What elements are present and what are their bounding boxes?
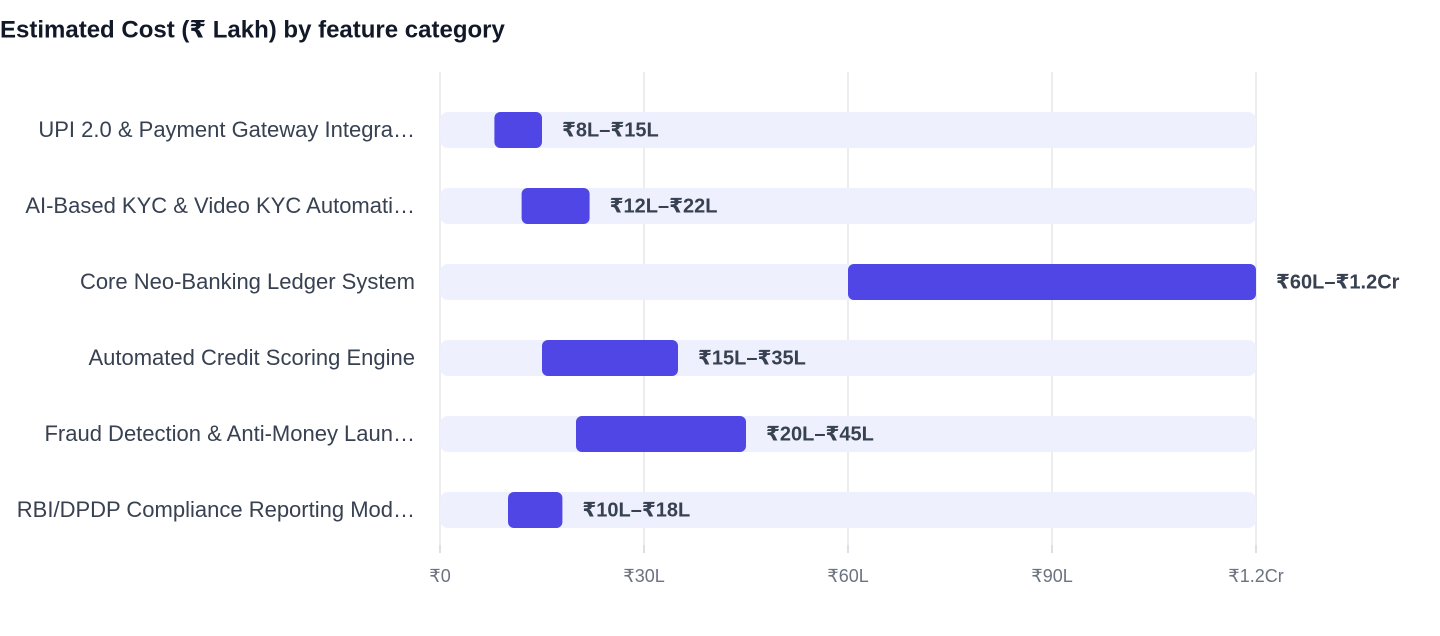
track: [440, 112, 1256, 148]
bar: [494, 112, 542, 148]
bar: [542, 340, 678, 376]
y-tick-label: RBI/DPDP Compliance Reporting Mod…: [17, 497, 415, 522]
track: [440, 188, 1256, 224]
x-tick-label: ₹90L: [1031, 566, 1072, 586]
y-tick-label: Automated Credit Scoring Engine: [88, 345, 415, 370]
x-tick-label: ₹60L: [827, 566, 868, 586]
y-tick-label: AI-Based KYC & Video KYC Automati…: [25, 193, 415, 218]
bar: [848, 264, 1256, 300]
x-tick-label: ₹0: [429, 566, 450, 586]
y-tick-label: UPI 2.0 & Payment Gateway Integra…: [38, 117, 415, 142]
value-label: ₹20L–₹45L: [766, 423, 874, 445]
chart-title: Estimated Cost (₹ Lakh) by feature categ…: [0, 16, 505, 43]
bar: [508, 492, 563, 528]
value-label: ₹8L–₹15L: [562, 119, 659, 141]
y-tick-label: Fraud Detection & Anti-Money Laun…: [44, 421, 415, 446]
track: [440, 492, 1256, 528]
bar: [576, 416, 746, 452]
bar: [521, 188, 590, 224]
value-label: ₹12L–₹22L: [610, 195, 718, 217]
x-tick-label: ₹1.2Cr: [1228, 566, 1283, 586]
x-tick-label: ₹30L: [623, 566, 664, 586]
y-tick-label: Core Neo-Banking Ledger System: [80, 269, 415, 294]
value-label: ₹60L–₹1.2Cr: [1276, 271, 1400, 293]
value-label: ₹10L–₹18L: [582, 499, 690, 521]
value-label: ₹15L–₹35L: [698, 347, 806, 369]
